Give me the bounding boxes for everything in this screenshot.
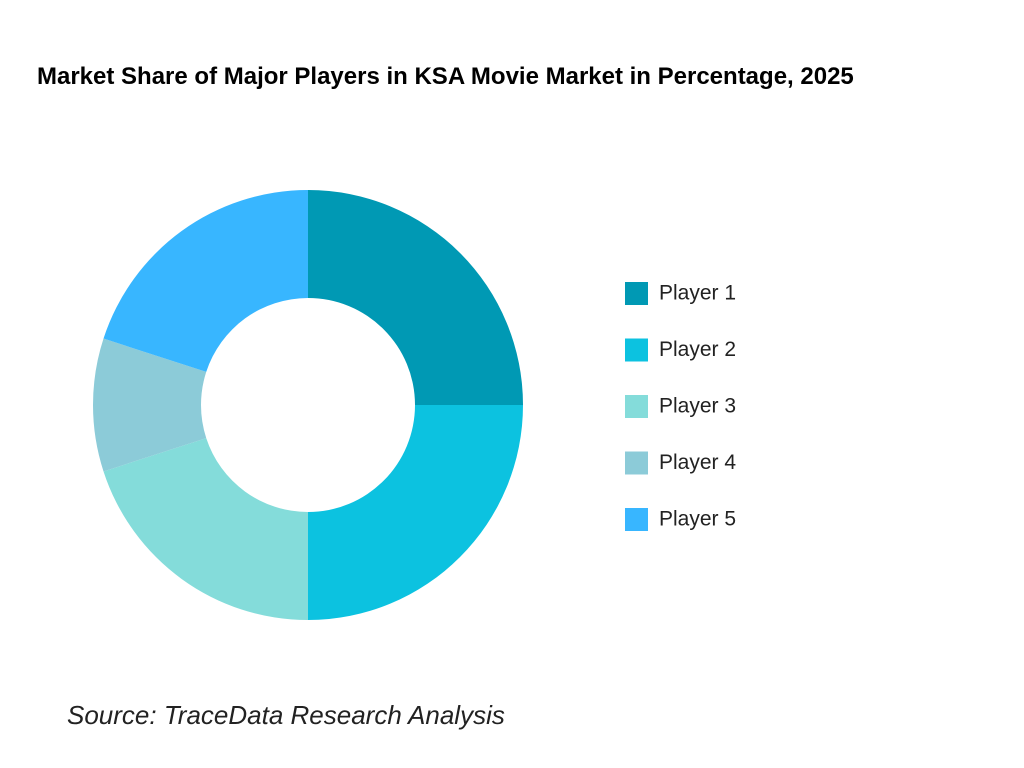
legend-swatch xyxy=(625,508,648,531)
donut-slice xyxy=(308,190,523,405)
donut-slice xyxy=(103,190,308,372)
legend-swatch xyxy=(625,451,648,475)
legend-swatch xyxy=(625,338,648,362)
chart-title: Market Share of Major Players in KSA Mov… xyxy=(37,63,854,90)
legend-swatch xyxy=(625,282,648,305)
donut-slice xyxy=(103,438,308,620)
legend-swatch xyxy=(625,395,648,418)
legend-label: Player 3 xyxy=(659,395,736,418)
source-note: Source: TraceData Research Analysis xyxy=(67,700,505,730)
donut-slice xyxy=(92,338,207,472)
legend-label: Player 2 xyxy=(659,338,736,361)
legend-label: Player 1 xyxy=(659,282,736,305)
legend-label: Player 4 xyxy=(659,451,736,474)
legend-label: Player 5 xyxy=(659,508,736,531)
donut-slice xyxy=(308,405,523,620)
